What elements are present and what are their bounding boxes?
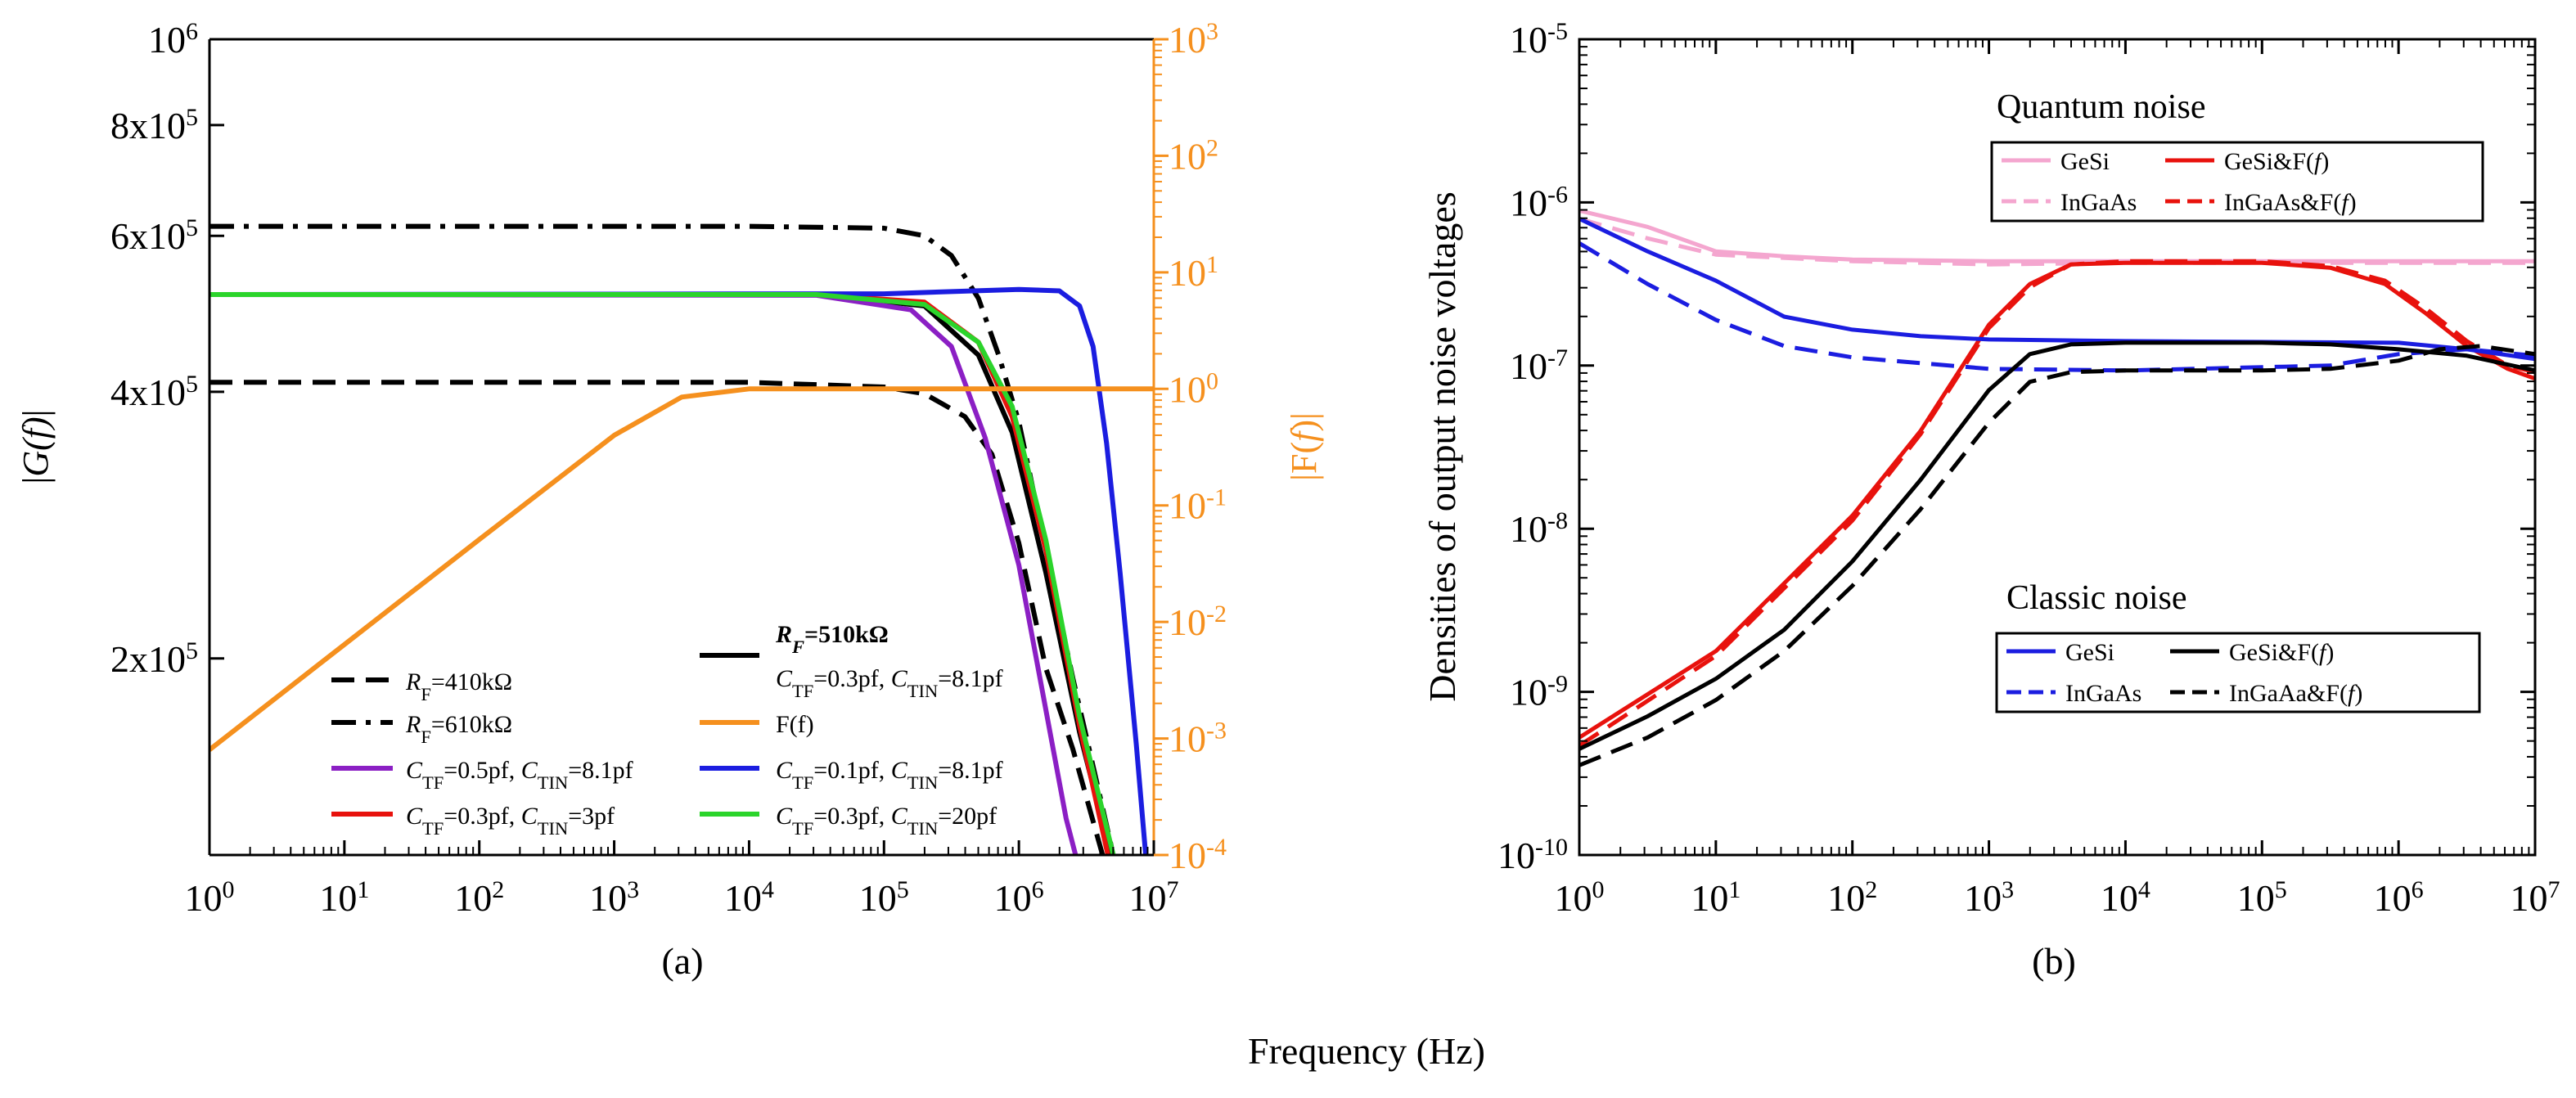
x-tick-label-a: 105 [859, 876, 909, 920]
legend-box-quantum [1990, 141, 2484, 223]
x-tick-label-b: 104 [2101, 876, 2150, 920]
x-tick-label-b: 105 [2237, 876, 2287, 920]
x-tick-label-a: 100 [185, 876, 235, 920]
legend-label-c05: CTF=0.5pf, CTIN=8.1pf [406, 757, 633, 793]
series-line-rf610 [209, 223, 1116, 855]
y-tick-label-b: 10-10 [1497, 834, 1568, 877]
y-tick-label-b: 10-9 [1510, 670, 1568, 713]
y-tick-label-a: 6x105 [110, 214, 198, 258]
legend-label-q_gesif: GeSi&F(f) [2224, 148, 2329, 175]
series-line-q_gesif [1579, 260, 2535, 740]
y-tick-label-a: 106 [148, 18, 198, 61]
legend-box-classic [1995, 632, 2481, 713]
x-tick-label-b: 101 [1691, 876, 1741, 920]
legend-label-c_ingaaaf: InGaAa&F(f) [2229, 680, 2362, 707]
legend-label-c_ingaas: InGaAs [2065, 680, 2141, 707]
axes-b: 100 101 102 103 104 105 106 107 10-10 10-9 10-8 10-… [1497, 18, 2560, 920]
x-tick-label-a: 102 [454, 876, 504, 920]
series-line-q_ingaas [1579, 216, 2535, 267]
series-line-q_ingaasf [1579, 259, 2535, 748]
chart-panel-b: 100 101 102 103 104 105 106 107 10-10 10-9 10-8 10-… [1421, 18, 2560, 983]
y-tick-label-a: 2x105 [110, 637, 198, 680]
x-tick-label-b: 106 [2374, 876, 2424, 920]
legend-label-rf610: RF=610kΩ [405, 711, 512, 747]
axes-a: 100 101 102 103 104 105 106 107 2x105 4x105 6x105 8… [110, 18, 1227, 920]
legend-label-c_gesif: GeSi&F(f) [2229, 639, 2334, 666]
y2-tick-label-a: 103 [1169, 18, 1218, 61]
y2-tick-label-a: 10-1 [1169, 484, 1227, 527]
x-tick-label-b: 107 [2511, 876, 2560, 920]
legend-label-q_ingaas: InGaAs [2060, 189, 2137, 216]
series-line-rf410 [209, 380, 1106, 855]
x-tick-label-b: 102 [1827, 876, 1877, 920]
legend-label-ff: F(f) [776, 711, 814, 738]
legend-a: RF=410kΩ RF=610kΩ CTF=0.5pf, CTIN=8.1pf CTF… [331, 621, 1003, 839]
y2-tick-label-a: 101 [1169, 250, 1218, 294]
y-axis-label-a: |G(f)| [16, 410, 56, 484]
y2-tick-label-a: 100 [1169, 367, 1218, 411]
x-tick-label-b: 103 [1964, 876, 2014, 920]
y-tick-label-b: 10-7 [1510, 344, 1568, 387]
y-axis-label-b: Densities of output noise voltages [1421, 191, 1463, 701]
x-tick-label-a: 107 [1129, 876, 1179, 920]
series-line-c_ingaaaf [1579, 344, 2535, 767]
chart-panel-a: 100 101 102 103 104 105 106 107 2x105 4x105 6x105 8… [16, 18, 1324, 983]
y2-tick-label-a: 10-2 [1169, 601, 1227, 644]
series-line-c20 [209, 292, 1116, 855]
plot-area-a [209, 223, 1154, 855]
legend-label-c_gesi: GeSi [2065, 639, 2114, 666]
axes-frame-b [1578, 38, 2537, 857]
panel-label-b: (b) [2032, 940, 2076, 982]
legend-label-q_gesi: GeSi [2060, 148, 2110, 175]
series-line-c_gesif [1579, 340, 2535, 751]
legend-b: GeSi GeSi&F(f) InGaAs InGaAs&F(f) GeSi GeSi&F… [1990, 141, 2484, 713]
plot-area-b [1579, 208, 2535, 767]
y2-tick-label-a: 102 [1169, 134, 1218, 178]
series-line-ff [209, 386, 1154, 752]
annotation-quantum-noise: Quantum noise [1997, 88, 2205, 126]
x-tick-label-a: 104 [724, 876, 774, 920]
legend-label-rf510-sub: CTF=0.3pf, CTIN=8.1pf [776, 665, 1003, 701]
y-tick-label-b: 10-5 [1510, 18, 1568, 61]
legend-label-rf510: RF=510kΩ [775, 621, 889, 657]
series-line-c01 [209, 286, 1149, 855]
legend-label-rf410: RF=410kΩ [405, 668, 512, 704]
shared-x-axis-label: Frequency (Hz) [1248, 1030, 1485, 1072]
x-tick-label-a: 103 [589, 876, 639, 920]
y-tick-label-b: 10-6 [1510, 181, 1568, 224]
x-tick-label-a: 101 [319, 876, 369, 920]
y2-axis-label-a: |F(f)| [1284, 412, 1324, 481]
annotation-classic-noise: Classic noise [2006, 579, 2186, 617]
legend-label-q_ingaasf: InGaAs&F(f) [2224, 189, 2357, 216]
series-line-c05 [209, 292, 1079, 855]
y-tick-label-a: 4x105 [110, 370, 198, 413]
legend-label-c03c3: CTF=0.3pf, CTIN=3pf [406, 803, 615, 839]
y-tick-label-a: 8x105 [110, 103, 198, 146]
legend-label-c01: CTF=0.1pf, CTIN=8.1pf [776, 757, 1003, 793]
y2-tick-label-a: 10-3 [1169, 717, 1227, 760]
x-tick-label-a: 106 [994, 876, 1044, 920]
panel-label-a: (a) [661, 940, 703, 982]
y2-tick-label-a: 10-4 [1169, 834, 1227, 877]
x-tick-label-b: 100 [1555, 876, 1605, 920]
legend-label-c20: CTF=0.3pf, CTIN=20pf [776, 803, 997, 839]
y-tick-label-b: 10-8 [1510, 507, 1568, 551]
series-line-c_gesi [1579, 217, 2535, 362]
